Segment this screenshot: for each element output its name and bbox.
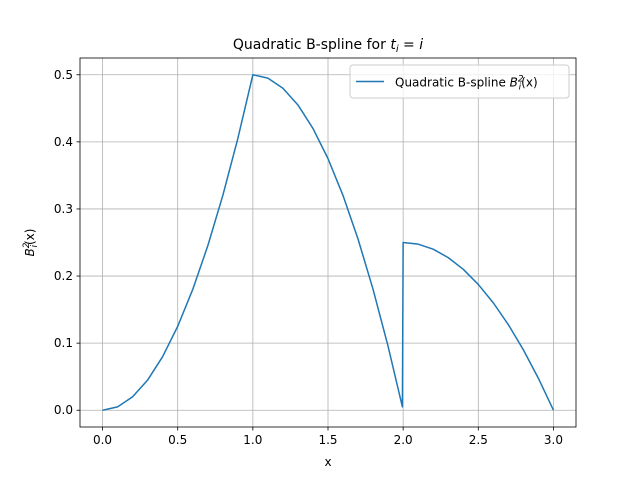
y-tick-label: 0.0 <box>54 403 73 417</box>
ylabel-math-b: B <box>23 248 37 256</box>
title-text: Quadratic B-spline for <box>233 37 390 53</box>
y-tick-label: 0.1 <box>54 336 73 350</box>
ylabel-math-sup: 2 <box>22 242 32 248</box>
legend: Quadratic B-spline B2 i(x) <box>349 64 570 99</box>
title-math-sub: i <box>396 44 399 55</box>
title-math-eq: = <box>399 37 420 53</box>
ylabel-math-sub: i <box>30 245 40 248</box>
x-tick-label: 3.0 <box>544 433 563 447</box>
legend-math-sub: i <box>519 83 522 93</box>
x-tick-label: 2.0 <box>394 433 413 447</box>
legend-math-sup: 2 <box>518 75 524 85</box>
series-line <box>102 74 555 411</box>
ylabel-math-arg: (x) <box>23 229 37 245</box>
y-tick-label: 0.5 <box>54 68 73 82</box>
title-math-rhs: i <box>419 37 423 53</box>
y-tick-label: 0.4 <box>54 135 73 149</box>
legend-label: Quadratic B-spline <box>395 76 510 90</box>
chart-title: Quadratic B-spline for ti = i <box>233 37 423 55</box>
series-layer <box>102 74 555 411</box>
x-tick-label: 1.0 <box>243 433 262 447</box>
y-tick-label: 0.2 <box>54 269 73 283</box>
legend-math-arg: (x) <box>521 76 537 90</box>
x-tick-label: 1.5 <box>318 433 337 447</box>
x-tick-label: 2.5 <box>469 433 488 447</box>
x-tick-label: 0.0 <box>93 433 112 447</box>
grid <box>80 58 576 427</box>
ticks: 0.0 0.5 1.0 1.5 2.0 2.5 3.0 0.0 0.1 0.2 0.3 0.4 0.5 <box>54 68 563 447</box>
x-axis-label: x <box>324 455 331 469</box>
x-tick-label: 0.5 <box>168 433 187 447</box>
y-tick-label: 0.3 <box>54 202 73 216</box>
legend-box <box>349 64 570 99</box>
legend-entry: Quadratic B-spline B2 i(x) <box>395 75 538 93</box>
legend-math-b: B <box>510 76 518 90</box>
title-math-t: t <box>390 37 396 53</box>
y-axis-label: B2i(x) <box>22 229 40 257</box>
